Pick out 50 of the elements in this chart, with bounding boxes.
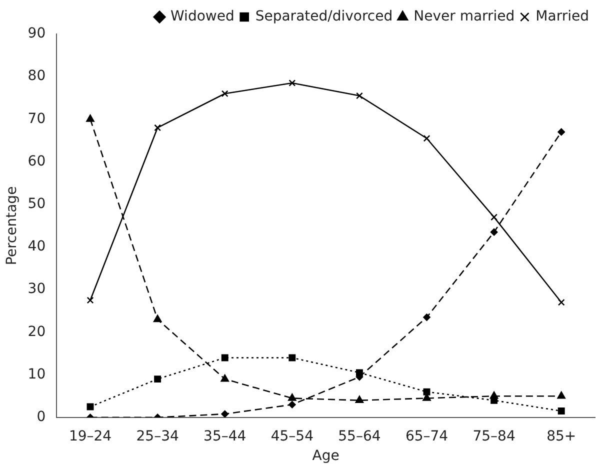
y-tick-label: 20 (28, 324, 46, 340)
x-axis-title: Age (312, 448, 340, 464)
point (423, 388, 430, 396)
point (490, 396, 498, 404)
point (288, 394, 296, 401)
x-tick-label: 19–24 (68, 428, 112, 444)
point (86, 296, 94, 304)
y-tick-label: 50 (28, 196, 46, 212)
y-axis-title: Percentage (4, 186, 20, 266)
y-tick-label: 0 (36, 409, 46, 426)
point (288, 80, 296, 86)
point (423, 134, 430, 142)
point (220, 374, 229, 382)
legend-label: Never married (414, 8, 515, 25)
point (558, 408, 565, 414)
y-tick-label: 40 (28, 238, 46, 255)
x-tick-label: 35–44 (204, 428, 246, 444)
x-tick-label: 45–54 (270, 428, 314, 444)
legend-label: Separated/divorced (255, 8, 393, 25)
point (423, 314, 430, 321)
point (221, 90, 228, 98)
legend-label: Widowed (170, 8, 234, 25)
point (153, 314, 162, 322)
y-tick-label: 30 (28, 281, 46, 298)
point (355, 396, 364, 404)
point (557, 391, 566, 399)
y-tick-label: 10 (28, 366, 46, 382)
y-tick-label: 90 (28, 26, 46, 42)
point (490, 214, 498, 221)
point (86, 403, 94, 410)
y-tick-label: 70 (28, 110, 46, 127)
y-tick-label: 60 (28, 153, 46, 170)
point (86, 114, 94, 122)
x-tick-label: 25–34 (136, 428, 179, 444)
point (221, 354, 228, 362)
x-tick-label: 55–64 (338, 428, 381, 444)
point (558, 298, 565, 306)
point (154, 124, 162, 132)
point (490, 228, 498, 236)
point (154, 376, 162, 383)
x-tick-label: 65–74 (405, 428, 448, 444)
x-tick-label: 75–84 (472, 428, 516, 444)
point (221, 410, 229, 418)
point (356, 92, 363, 100)
point (558, 128, 565, 136)
legend-label: Married (536, 8, 590, 25)
point (288, 354, 296, 362)
point (288, 400, 296, 408)
x-tick-label: 85+ (546, 428, 576, 444)
y-tick-label: 80 (28, 68, 46, 84)
